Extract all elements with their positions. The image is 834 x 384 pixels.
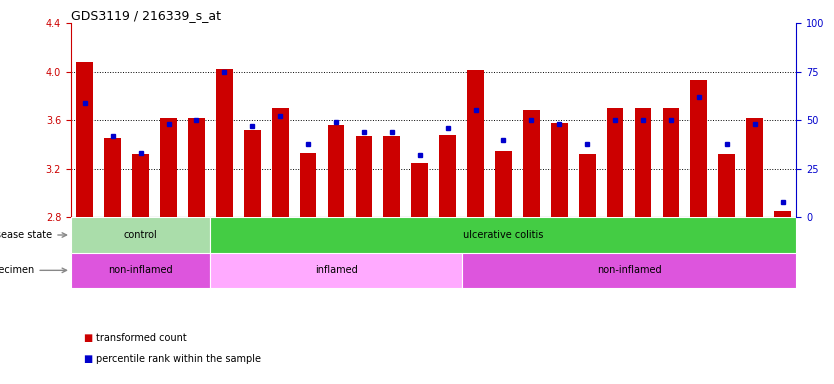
Bar: [440, 135, 456, 217]
Text: non-inflamed: non-inflamed: [108, 265, 173, 275]
Bar: [635, 108, 651, 217]
Bar: [133, 154, 149, 217]
Bar: [774, 211, 791, 217]
Bar: [495, 151, 512, 217]
Bar: [411, 163, 428, 217]
Bar: [579, 154, 595, 217]
Text: specimen: specimen: [0, 265, 67, 275]
Bar: [467, 70, 484, 217]
Text: ulcerative colitis: ulcerative colitis: [463, 230, 544, 240]
Text: ■: ■: [83, 333, 93, 343]
Text: percentile rank within the sample: percentile rank within the sample: [96, 354, 261, 364]
Bar: [77, 62, 93, 217]
Bar: [71, 217, 210, 253]
Bar: [160, 118, 177, 217]
Bar: [355, 136, 372, 217]
Bar: [746, 118, 763, 217]
Bar: [188, 118, 205, 217]
Bar: [551, 122, 568, 217]
Bar: [718, 154, 735, 217]
Bar: [691, 80, 707, 217]
Text: transformed count: transformed count: [96, 333, 187, 343]
Bar: [210, 217, 796, 253]
Bar: [104, 138, 121, 217]
Text: non-inflamed: non-inflamed: [596, 265, 661, 275]
Bar: [272, 108, 289, 217]
Bar: [244, 130, 261, 217]
Bar: [662, 108, 679, 217]
Bar: [299, 153, 316, 217]
Bar: [216, 69, 233, 217]
Text: control: control: [123, 230, 158, 240]
Bar: [606, 108, 624, 217]
Bar: [210, 253, 461, 288]
Text: GDS3119 / 216339_s_at: GDS3119 / 216339_s_at: [71, 9, 221, 22]
Text: ■: ■: [83, 354, 93, 364]
Bar: [461, 253, 796, 288]
Text: inflamed: inflamed: [314, 265, 358, 275]
Bar: [71, 253, 210, 288]
Text: disease state: disease state: [0, 230, 67, 240]
Bar: [523, 111, 540, 217]
Bar: [384, 136, 400, 217]
Bar: [328, 125, 344, 217]
